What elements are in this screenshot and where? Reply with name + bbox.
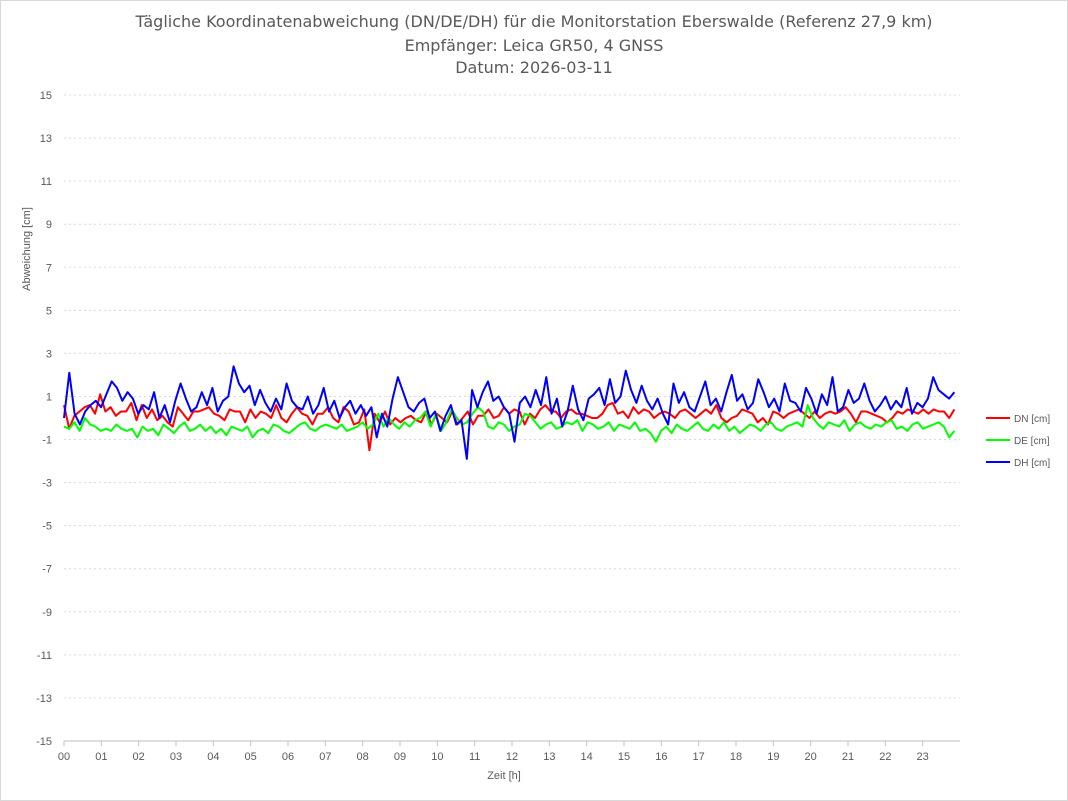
y-tick-label: 3 [46,348,52,360]
y-tick-label: -15 [36,736,52,748]
x-tick-label: 17 [693,751,705,763]
legend-label-dh: DH [cm] [1014,458,1050,469]
x-tick-label: 11 [469,751,480,763]
y-tick-label: -5 [42,521,52,533]
x-tick-label: 03 [170,751,182,763]
y-axis-label: Abweichung [cm] [21,207,33,291]
chart-date: Datum: 2026-03-11 [455,58,613,77]
series-line-dh [63,365,956,460]
legend-label-dn: DN [cm] [1014,414,1050,425]
x-tick-label: 13 [543,751,555,763]
x-tick-label: 18 [730,751,742,763]
x-tick-label: 12 [506,751,518,763]
y-tick-label: -1 [42,435,52,447]
y-tick-label: 13 [40,133,52,145]
x-tick-label: 00 [58,751,70,763]
y-tick-label: 9 [46,219,52,231]
y-tick-label: 7 [46,262,52,274]
x-tick-label: 23 [917,751,929,763]
x-tick-label: 06 [282,751,294,763]
x-tick-label: 16 [655,751,667,763]
x-tick-label: 22 [879,751,891,763]
y-tick-label: -3 [42,478,52,490]
x-tick-label: 21 [842,751,854,763]
x-tick-label: 08 [357,751,369,763]
y-tick-label: -9 [42,607,52,619]
x-tick-label: 09 [394,751,406,763]
series-line-de [63,404,956,443]
x-tick-label: 02 [133,751,145,763]
x-tick-label: 20 [805,751,817,763]
y-tick-label: -7 [42,564,52,576]
x-tick-label: 19 [767,751,779,763]
x-tick-label: 10 [431,751,443,763]
chart-subtitle: Empfänger: Leica GR50, 4 GNSS [404,36,664,55]
y-tick-label: 1 [46,391,52,403]
x-tick-label: 01 [95,751,107,763]
y-tick-label: -11 [37,650,52,662]
x-tick-label: 05 [245,751,257,763]
y-tick-label: 15 [40,90,52,102]
x-tick-label: 07 [319,751,331,763]
x-axis-label: Zeit [h] [487,770,521,782]
y-tick-label: -13 [36,693,52,705]
y-tick-label: 11 [41,176,52,188]
x-tick-label: 14 [581,751,593,763]
chart-title: Tägliche Koordinatenabweichung (DN/DE/DH… [135,12,933,31]
x-tick-label: 15 [618,751,630,763]
y-tick-label: 5 [46,305,52,317]
x-tick-label: 04 [207,751,219,763]
legend-label-de: DE [cm] [1014,436,1050,447]
